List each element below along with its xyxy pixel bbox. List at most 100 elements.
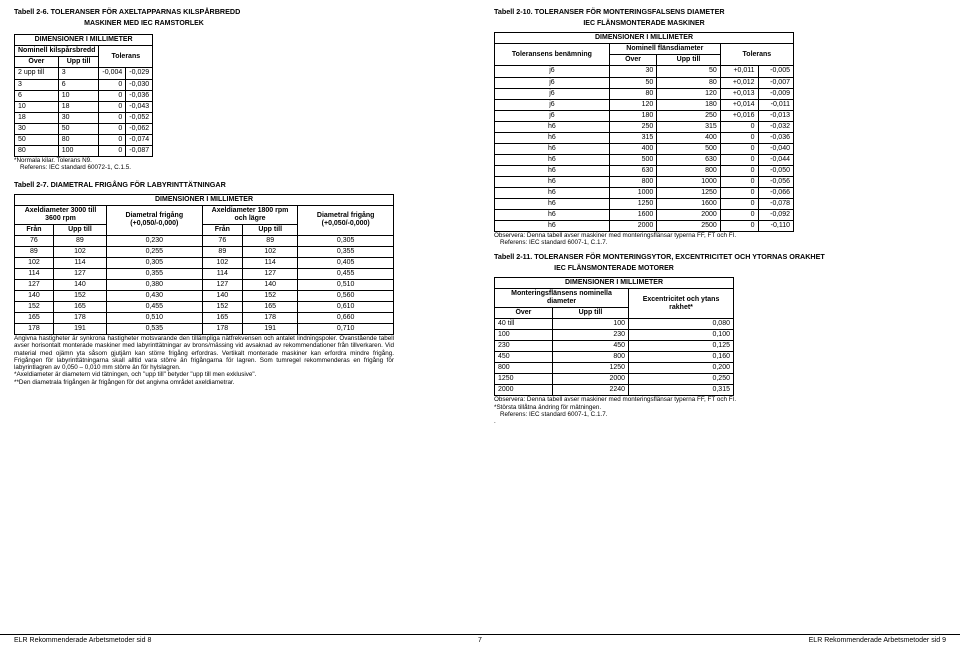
- cell: 114: [15, 268, 54, 279]
- tab211-title: Tabell 2-11. TOLERANSER FÖR MONTERINGSYT…: [494, 253, 946, 261]
- table-row: h6160020000-0,092: [495, 210, 794, 221]
- cell: 2 upp till: [15, 68, 59, 79]
- cell: 315: [609, 132, 656, 143]
- table-row: 10180-0,043: [15, 101, 153, 112]
- cell: 1250: [609, 199, 656, 210]
- foot26b: Referens: IEC standard 60072-1, C.1.5.: [14, 164, 466, 171]
- table-row: 50800-0,074: [15, 134, 153, 145]
- cell: 0: [99, 112, 126, 123]
- footer-right: ELR Rekommenderade Arbetsmetoder sid 9: [809, 637, 946, 645]
- cell: 800: [657, 165, 720, 176]
- cell: 630: [609, 165, 656, 176]
- table-row: 6100-0,036: [15, 90, 153, 101]
- cell: -0,009: [758, 88, 793, 99]
- cell: j6: [495, 99, 610, 110]
- cell: 230: [552, 330, 628, 341]
- table-row: 1021140,3051021140,405: [15, 257, 394, 268]
- table-2-6: DIMENSIONER I MILLIMETER Nominell kilspå…: [14, 34, 153, 157]
- cell: 400: [657, 132, 720, 143]
- left-page: Tabell 2-6. TOLERANSER FÖR AXELTAPPARNAS…: [0, 0, 480, 651]
- cell: -0,078: [758, 199, 793, 210]
- cell: 0: [720, 143, 758, 154]
- cell: 100: [58, 145, 99, 156]
- diam-header-1: Diametral frigång (+0,050/-0,000): [107, 205, 203, 235]
- right-page: Tabell 2-10. TOLERANSER FÖR MONTERINGSFA…: [480, 0, 960, 651]
- cell: -0,030: [126, 79, 153, 90]
- cell: 0,560: [298, 291, 394, 302]
- table-2-11: DIMENSIONER I MILLIMETER Monteringsfläns…: [494, 277, 734, 397]
- cell: -0,092: [758, 210, 793, 221]
- cell: 0: [720, 154, 758, 165]
- cell: -0,044: [758, 154, 793, 165]
- obs211: Observera: Denna tabell avser maskiner m…: [494, 396, 946, 403]
- tab210-title: Tabell 2-10. TOLERANSER FÖR MONTERINGSFA…: [494, 8, 946, 16]
- cell: 165: [15, 313, 54, 324]
- table-row: h64005000-0,040: [495, 143, 794, 154]
- cell: -0,087: [126, 145, 153, 156]
- cell: 89: [202, 246, 242, 257]
- cell: 0: [99, 123, 126, 134]
- cell: -0,043: [126, 101, 153, 112]
- cell: 191: [243, 324, 298, 335]
- cell: 0,380: [107, 279, 203, 290]
- cell: 630: [657, 154, 720, 165]
- cell: 0,660: [298, 313, 394, 324]
- cell: 0: [720, 187, 758, 198]
- table-row: j6180250+0,016-0,013: [495, 110, 794, 121]
- axel1-header: Axeldiameter 3000 till 3600 rpm: [15, 205, 107, 224]
- cell: 0: [720, 199, 758, 210]
- cell: 2240: [552, 385, 628, 396]
- dim-header-210: DIMENSIONER I MILLIMETER: [495, 33, 794, 44]
- upp-header: Upp till: [58, 57, 99, 68]
- ref210: Referens: IEC standard 6007-1, C.1.7.: [494, 239, 946, 246]
- cell: 40 till: [495, 319, 553, 330]
- cell: 114: [243, 257, 298, 268]
- cell: 6: [58, 79, 99, 90]
- cell: -0,040: [758, 143, 793, 154]
- cell: 30: [58, 112, 99, 123]
- cell: j6: [495, 66, 610, 77]
- cell: j6: [495, 110, 610, 121]
- cell: 191: [53, 324, 106, 335]
- table-row: h6200025000-0,110: [495, 221, 794, 232]
- cell: 50: [657, 66, 720, 77]
- cell: 0: [720, 210, 758, 221]
- cell: 0,255: [107, 246, 203, 257]
- cell: 1250: [657, 187, 720, 198]
- cell: 127: [202, 279, 242, 290]
- tab210-sub: IEC FLÄNSMONTERADE MASKINER: [494, 20, 794, 28]
- cell: 0: [720, 132, 758, 143]
- cell: 6: [15, 90, 59, 101]
- mfnd-header: Monteringsflänsens nominella diameter: [495, 289, 629, 308]
- cell: 0: [99, 134, 126, 145]
- table-row: 1651780,5101651780,660: [15, 313, 394, 324]
- cell: 50: [15, 134, 59, 145]
- cell: -0,007: [758, 77, 793, 88]
- cell: 800: [609, 176, 656, 187]
- cell: 0,305: [298, 235, 394, 246]
- cell: 0,405: [298, 257, 394, 268]
- cell: 165: [202, 313, 242, 324]
- cell: 0,200: [629, 363, 734, 374]
- table-row: 801000-0,087: [15, 145, 153, 156]
- cell: +0,012: [720, 77, 758, 88]
- cell: 315: [657, 121, 720, 132]
- table-2-7: DIMENSIONER I MILLIMETER Axeldiameter 30…: [14, 194, 394, 336]
- cell: 0,610: [298, 302, 394, 313]
- tab211-sub: IEC FLÄNSMONTERADE MOTORER: [494, 265, 734, 273]
- cell: 140: [202, 291, 242, 302]
- diam-header-2: Diametral frigång (+0,050/-0,000): [298, 205, 394, 235]
- table-row: h6100012500-0,066: [495, 187, 794, 198]
- axel2-header: Axeldiameter 1800 rpm och lägre: [202, 205, 298, 224]
- cell: 0: [99, 90, 126, 101]
- cell: h6: [495, 154, 610, 165]
- cell: 165: [53, 302, 106, 313]
- tab27-title: Tabell 2-7. DIAMETRAL FRIGÅNG FÖR LABYRI…: [14, 181, 466, 189]
- cell: h6: [495, 143, 610, 154]
- cell: 0,230: [107, 235, 203, 246]
- note27b: *Axeldiameter är diametern vid tätningen…: [14, 371, 466, 378]
- table-row: 360-0,030: [15, 79, 153, 90]
- cell: 1250: [495, 374, 553, 385]
- cell: -0,062: [126, 123, 153, 134]
- cell: 1250: [552, 363, 628, 374]
